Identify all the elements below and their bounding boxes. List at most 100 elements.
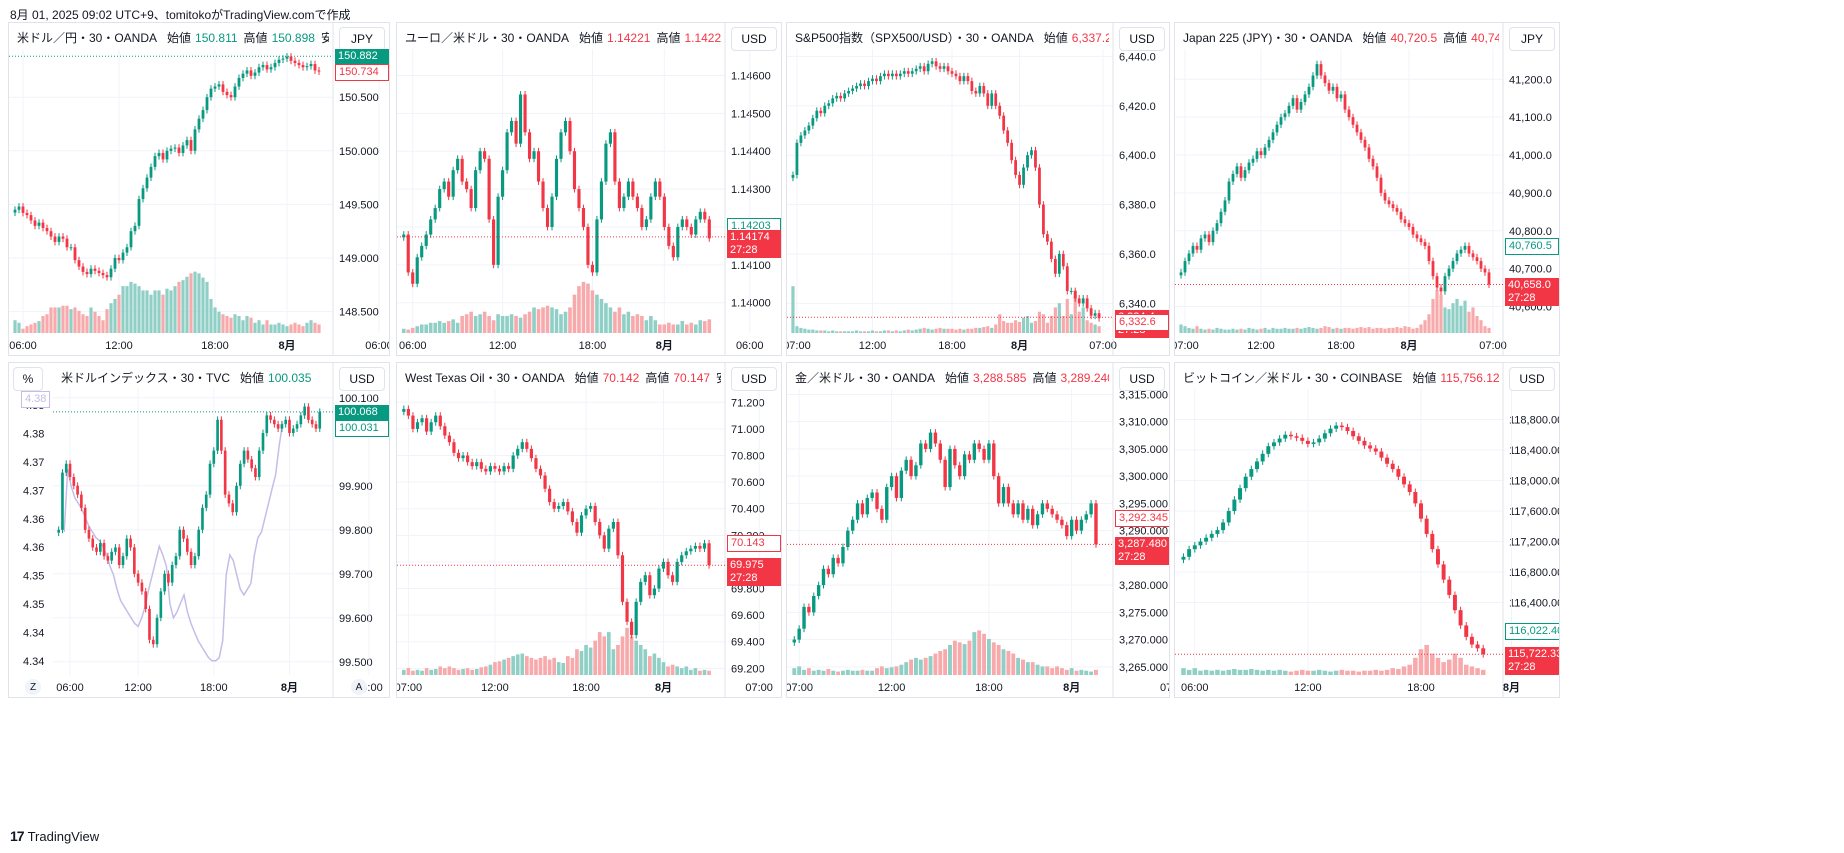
volume-bar — [487, 315, 491, 333]
series-legend[interactable]: ユーロ／米ドル・30・OANDA始値1.14221高値1.14221安値… — [405, 29, 721, 46]
volume-bar — [241, 320, 245, 333]
candle-body — [1481, 648, 1486, 655]
chart-pane[interactable]: 6,340.0 6,360.0 6,380.0 6,400.0 6,420.0 6,440… — [786, 22, 1170, 356]
last-price-label: 3,287.480 27:28 — [1115, 537, 1169, 566]
series-legend[interactable]: Japan 225 (JPY)・30・OANDA 始値 40,720.5 高値 40,7… — [1183, 29, 1499, 46]
candle-body — [1487, 272, 1491, 285]
last-price-label: 115,722.33 27:28 — [1505, 647, 1559, 676]
volume-bar — [1215, 327, 1219, 333]
candle-body — [559, 132, 563, 159]
candle-body — [1060, 519, 1064, 526]
candle-body — [545, 208, 550, 227]
series-legend[interactable]: ビットコイン／米ドル・30・COINBASE始値115,756.12高値… — [1183, 369, 1499, 386]
legend-title: West Texas Oil・30・OANDA — [405, 371, 565, 385]
price-label-value: 69.975 — [730, 559, 764, 572]
volume-bar — [803, 328, 807, 333]
volume-bar — [982, 327, 986, 333]
candle-body — [1317, 438, 1322, 443]
candle-body — [534, 458, 538, 469]
legend-high-value: 70.147 — [673, 371, 711, 385]
candle-body — [479, 462, 483, 469]
left-axis-label: 4.36 — [23, 514, 44, 526]
candle-body — [475, 462, 479, 467]
chart-canvas[interactable]: 148.500 149.000 149.500 150.000 150.500 06:00… — [9, 23, 390, 356]
y-tick-label: 71.200 — [731, 397, 765, 409]
bid-price-label: 150.734 — [335, 64, 389, 82]
candle-body — [212, 450, 216, 464]
legend-open-label: 始値 — [579, 31, 604, 45]
volume-bar — [1002, 321, 1006, 333]
volume-bar — [568, 307, 572, 333]
series-legend[interactable]: S&P500指数（SPX500/USD）・30・OANDA始値6,337.2高値… — [795, 29, 1109, 46]
chart-canvas[interactable]: 1.140001.141001.142001.143001.144001.145… — [397, 23, 782, 356]
currency-unit-button[interactable]: USD — [339, 367, 385, 391]
footer-brand[interactable]: 17 TradingView — [10, 828, 99, 844]
currency-unit-button[interactable]: USD — [731, 367, 777, 391]
chart-pane[interactable]: 148.500 149.000 149.500 150.000 150.500 06:00… — [8, 22, 390, 356]
volume-bar — [177, 281, 181, 333]
candle-body — [572, 151, 577, 190]
chart-canvas[interactable]: 40,600.040,700.040,800.040,900.041,000.0… — [1175, 23, 1560, 356]
y-tick-label: 3,265.000 — [1119, 662, 1168, 674]
candle-body — [174, 556, 178, 565]
candle-body — [153, 156, 157, 167]
candle-body — [604, 143, 608, 182]
chart-pane[interactable]: 40,600.0 40,700.0 40,800.0 40,900.0 41,000.0… — [1174, 22, 1560, 356]
chart-pane[interactable]: 3,265.000 3,270.000 3,275.000 3,280.000 3,29… — [786, 362, 1170, 698]
volume-bar — [479, 667, 484, 675]
chart-canvas[interactable]: 99.500 99.600 99.700 99.800 99.900 100.100 06:… — [9, 363, 390, 698]
chart-pane[interactable]: 69.20069.40069.60069.80070.00070.20070.4… — [396, 362, 782, 698]
volume-bar — [529, 657, 534, 675]
candle-body — [1263, 147, 1267, 156]
series-legend[interactable]: 米ドルインデックス・30・TVC 始値 100.035 — [61, 369, 311, 386]
volume-bar — [950, 328, 954, 333]
currency-unit-button[interactable]: USD — [1509, 367, 1555, 391]
chart-canvas[interactable]: 116,400.00 116,800.00 117,200.00 117,600.00… — [1175, 363, 1560, 698]
currency-unit-button[interactable]: USD — [731, 27, 777, 51]
candle-body — [570, 511, 574, 523]
auto-scale-left-button[interactable]: Z — [25, 679, 41, 695]
y-tick-label: 99.500 — [339, 657, 373, 669]
volume-bar — [141, 290, 145, 333]
candle-body — [484, 468, 488, 472]
candle-body — [189, 140, 193, 151]
candle-body — [313, 64, 317, 71]
volume-bar — [525, 656, 529, 675]
chart-pane[interactable]: 116,400.00 116,800.00 117,200.00 117,600.00… — [1174, 362, 1560, 698]
chart-pane[interactable]: 99.500 99.600 99.700 99.800 99.900 100.100 06:… — [8, 362, 390, 698]
volume-bar — [1239, 328, 1243, 333]
legend-high-value: 1.14221 — [684, 31, 721, 45]
volume-bar — [942, 328, 946, 333]
chart-canvas[interactable]: 69.20069.40069.60069.80070.00070.20070.4… — [397, 363, 782, 698]
candle-body — [1331, 86, 1335, 91]
volume-bar — [998, 314, 1002, 333]
candle-body — [923, 443, 928, 449]
currency-unit-button[interactable]: JPY — [1509, 27, 1555, 51]
candle-body — [841, 546, 845, 564]
currency-unit-button[interactable]: JPY — [339, 27, 385, 51]
candle-body — [525, 442, 529, 449]
candle-body — [261, 65, 265, 68]
volume-bar — [653, 320, 658, 333]
volume-bar — [1333, 670, 1339, 675]
candle-body — [25, 212, 29, 216]
percent-unit-button[interactable]: % — [13, 367, 43, 391]
currency-unit-button[interactable]: USD — [1119, 367, 1165, 391]
candle-body — [851, 88, 854, 91]
currency-unit-button[interactable]: USD — [1119, 27, 1165, 51]
volume-bar — [547, 659, 552, 675]
volume-bar — [1025, 315, 1030, 333]
series-legend[interactable]: 米ドル／円・30・OANDA始値150.811高値150.898安値150.80… — [17, 29, 329, 46]
candle-body — [1379, 177, 1383, 193]
chart-canvas[interactable]: 3,265.000 3,270.000 3,275.000 3,280.000 3,29… — [787, 363, 1170, 698]
y-tick-label: 40,900.0 — [1509, 188, 1552, 200]
chart-canvas[interactable]: 6,340.0 6,360.0 6,380.0 6,400.0 6,420.0 6,440… — [787, 23, 1170, 356]
candle-body — [1283, 113, 1287, 118]
volume-bar — [415, 669, 420, 675]
auto-scale-right-button[interactable]: A — [351, 679, 367, 695]
y-tick-label: 118,400.00 — [1509, 445, 1560, 457]
series-legend[interactable]: 金／米ドル・30・OANDA始値3,288.585高値3,289.240安値… — [795, 369, 1109, 386]
chart-pane[interactable]: 1.140001.141001.142001.143001.144001.145… — [396, 22, 782, 356]
volume-bar — [1315, 328, 1319, 333]
